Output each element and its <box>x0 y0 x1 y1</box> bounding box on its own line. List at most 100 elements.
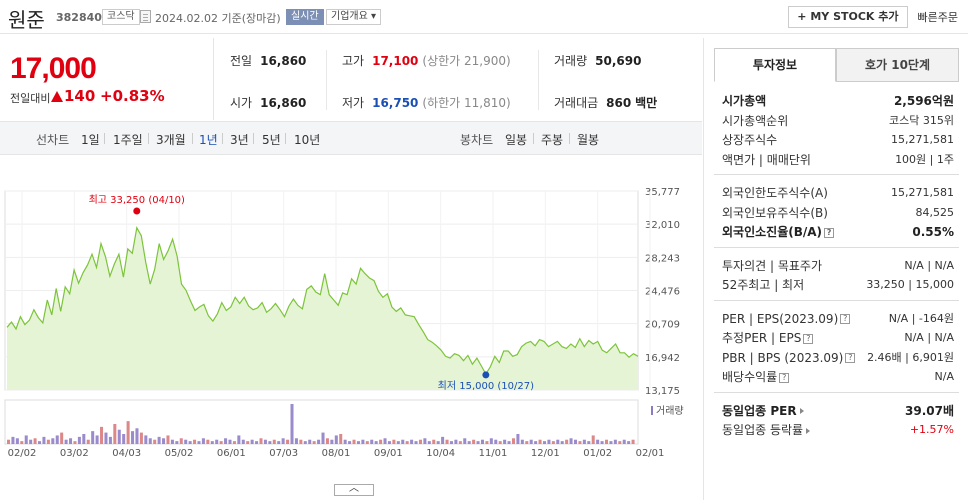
tab-1w[interactable]: 1주일 <box>113 133 143 147</box>
volume-bar <box>379 439 383 444</box>
tab-weekly[interactable]: 주봉 <box>541 133 564 147</box>
info-value: 15,271,581 <box>891 186 954 199</box>
tab-monthly[interactable]: 월봉 <box>577 133 600 147</box>
help-icon[interactable]: ? <box>779 372 790 383</box>
volume-bar <box>277 441 281 444</box>
volume-bar <box>565 439 569 444</box>
volume-bar <box>556 439 560 444</box>
tab-1y[interactable]: 1년 <box>199 133 218 147</box>
high-marker <box>133 207 141 215</box>
up-arrow-icon <box>51 91 63 102</box>
volume-bar <box>410 439 414 444</box>
volume-bar <box>237 435 241 444</box>
chevron-right-icon[interactable] <box>799 408 804 414</box>
x-tick-label: 11/01 <box>479 448 508 459</box>
volume-bar <box>184 439 188 444</box>
volume-bar <box>472 439 476 444</box>
volume-bar <box>104 432 108 444</box>
help-icon[interactable]: ? <box>845 353 856 363</box>
info-row: 상장주식수 15,271,581 <box>722 131 954 149</box>
stat-open: 시가 16,860 <box>230 94 306 111</box>
stat-label: 시가 <box>230 96 253 110</box>
low-annotation: 최저 15,000 (10/27) <box>438 380 534 392</box>
volume-bar <box>139 432 143 444</box>
info-label: 외국인한도주식수(A) <box>722 186 828 200</box>
y-tick-label: 13,175 <box>645 386 680 397</box>
volume-bar <box>454 439 458 444</box>
stat-label: 전일 <box>230 54 253 68</box>
expand-chart-button[interactable]: ︿ <box>334 484 374 496</box>
info-value: 0.55% <box>912 225 954 239</box>
volume-bar <box>631 439 635 444</box>
volume-bar <box>15 438 19 444</box>
tab-3m[interactable]: 3개월 <box>156 133 186 147</box>
info-row: 외국인소진율(B/A)? 0.55% <box>722 223 954 241</box>
tab-daily[interactable]: 일봉 <box>505 133 528 147</box>
price-area <box>7 227 638 390</box>
volume-bar <box>387 441 391 444</box>
volume-bar <box>423 438 427 444</box>
quote-stats: 전일 16,860 고가 17,100 (상한가 21,900) 거래량 50,690 … <box>214 38 702 120</box>
volume-bar <box>131 431 135 444</box>
volume-bar <box>445 439 449 444</box>
tab-divider <box>148 133 149 144</box>
volume-bar <box>427 441 431 444</box>
volume-bar <box>463 438 467 444</box>
volume-bar <box>343 439 347 444</box>
y-tick-label: 32,010 <box>645 220 680 231</box>
info-row: 동일업종 PER 39.07배 <box>722 402 954 420</box>
volume-bar <box>210 441 214 444</box>
tab-investment-info[interactable]: 투자정보 <box>714 48 836 82</box>
volume-bar <box>303 441 307 444</box>
volume-bar <box>334 435 338 444</box>
price-chart[interactable]: 35,777 32,010 28,243 24,476 20,709 16,942 13,1… <box>0 156 702 496</box>
help-icon[interactable]: ? <box>840 314 851 324</box>
volume-bar <box>441 436 445 444</box>
volume-bar <box>201 438 205 444</box>
tab-5y[interactable]: 5년 <box>262 133 281 147</box>
high-annotation: 최고 33,250 (04/10) <box>89 194 185 206</box>
section-divider <box>714 246 959 248</box>
volume-bar <box>33 438 37 444</box>
volume-bar <box>627 441 631 444</box>
tab-10y[interactable]: 10년 <box>294 133 321 147</box>
x-tick-label: 10/04 <box>426 448 455 459</box>
volume-bar <box>113 424 117 444</box>
help-icon[interactable]: ? <box>824 227 835 238</box>
stock-code: 382840 <box>56 11 102 24</box>
tab-3y[interactable]: 3년 <box>230 133 249 147</box>
volume-bar <box>38 441 42 444</box>
tab-1d[interactable]: 1일 <box>81 133 100 147</box>
info-tabs: 투자정보 호가 10단계 <box>714 48 959 82</box>
volume-bar <box>396 441 400 444</box>
volume-bar <box>46 439 50 444</box>
stat-value: 860 <box>606 96 632 110</box>
volume-bar <box>356 441 360 444</box>
volume-bar <box>73 441 77 444</box>
volume-bar <box>600 441 604 444</box>
stat-volume: 거래량 50,690 <box>554 52 641 69</box>
chevron-right-icon[interactable] <box>806 427 811 434</box>
volume-bar <box>596 439 600 444</box>
realtime-badge[interactable]: 실시간 <box>286 9 324 25</box>
x-tick-label: 04/03 <box>112 448 141 459</box>
volume-bar <box>126 421 130 444</box>
company-info-dropdown[interactable]: 기업개요 ▾ <box>326 9 381 25</box>
stat-label: 저가 <box>342 96 365 110</box>
stat-low: 저가 16,750 (하한가 11,810) <box>342 94 511 111</box>
quick-order-link[interactable]: 빠른주문 <box>917 11 958 24</box>
volume-bar <box>82 434 86 444</box>
y-tick-label: 20,709 <box>645 320 680 331</box>
tab-orderbook[interactable]: 호가 10단계 <box>836 48 959 82</box>
add-mystock-button[interactable]: + MY STOCK 추가 <box>788 6 908 28</box>
volume-bar <box>197 441 201 444</box>
stat-high: 고가 17,100 (상한가 21,900) <box>342 52 511 69</box>
info-label: PBR | BPS (2023.09)? <box>722 349 856 367</box>
help-icon[interactable]: ? <box>803 333 814 344</box>
market-badge: 코스닥 <box>102 9 140 25</box>
volume-bar <box>503 439 507 444</box>
section-divider <box>714 174 959 175</box>
volume-bar <box>436 441 440 444</box>
info-row: 52주최고 | 최저 33,250 | 15,000 <box>722 276 954 294</box>
upper-limit: (상한가 21,900) <box>422 54 511 68</box>
